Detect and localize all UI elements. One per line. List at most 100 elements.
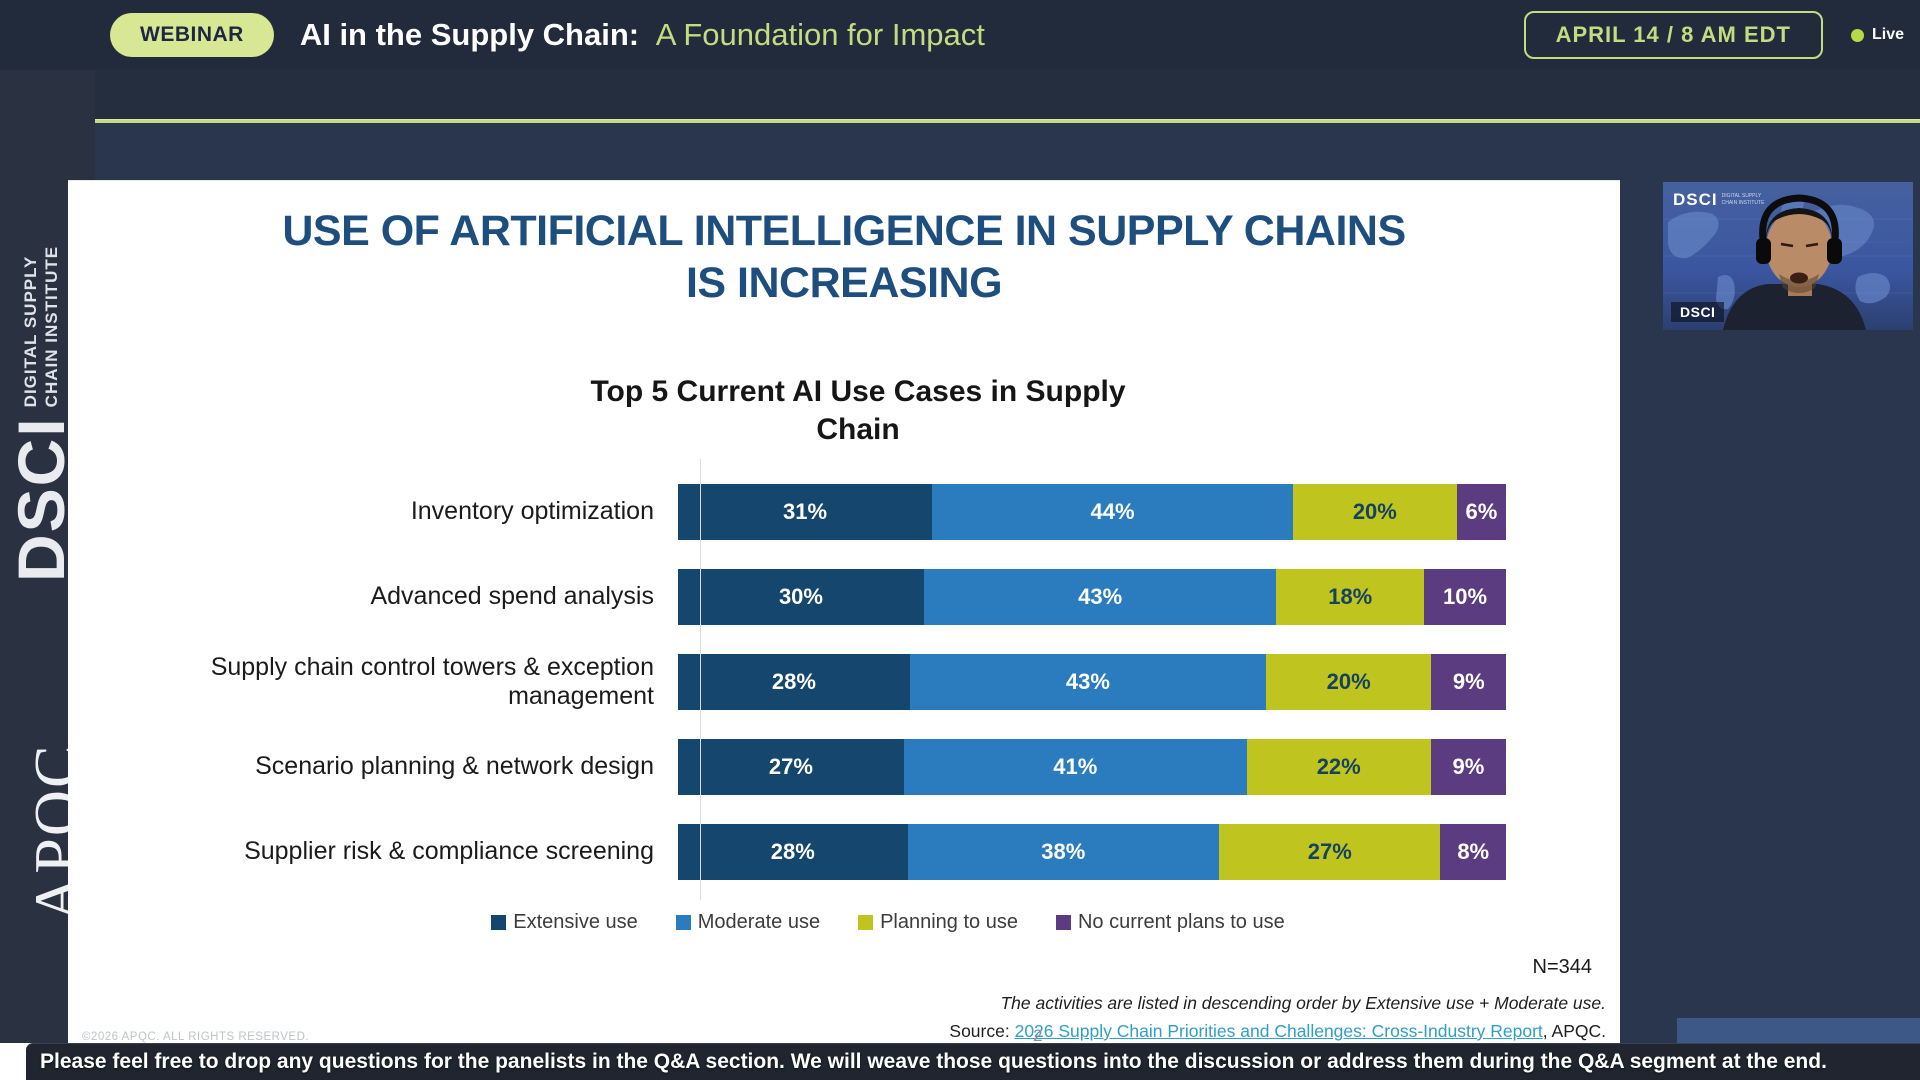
webinar-title-main: AI in the Supply Chain: [299, 17, 640, 52]
stacked-bar: 28% 38% 27% 8% [678, 823, 1506, 880]
bar-value-label: 18% [1328, 583, 1373, 609]
live-indicator: Live [1850, 26, 1904, 44]
chart-row: Scenario planning & network design 27% 41%… [188, 724, 1506, 809]
bar-value-label: 9% [1452, 753, 1485, 779]
bar-segment-planning-to-use: 27% [1219, 823, 1441, 880]
legend-swatch-icon [491, 915, 507, 930]
legend-item: No current plans to use [1055, 911, 1285, 934]
legend-label: Planning to use [880, 911, 1018, 933]
stacked-bar: 28% 43% 20% 9% [678, 653, 1506, 710]
presenter-figure [1723, 194, 1866, 330]
category-label: Supply chain control towers & exception … [210, 652, 654, 710]
stacked-bar: 31% 44% 20% 6% [678, 483, 1506, 540]
bar-segment-moderate-use: 41% [903, 738, 1247, 795]
presenter-webcam-video[interactable]: DSCI DIGITAL SUPPLY CHAIN INSTITUTE DSCI [1663, 182, 1913, 330]
chart-row: Advanced spend analysis 30% 43% 18% 10% [188, 554, 1506, 639]
legend-item: Extensive use [491, 911, 638, 934]
legend-item: Moderate use [675, 911, 821, 934]
legend-label: Moderate use [697, 911, 821, 933]
chart-legend: Extensive use Moderate use Planning to use… [398, 911, 1378, 934]
webinar-title: AI in the Supply Chain: A Foundation for… [300, 17, 985, 53]
slide-title: USE OF ARTIFICIAL INTELLIGENCE IN SUPPLY… [68, 205, 1620, 310]
copyright-notice: ©2026 APQC. ALL RIGHTS RESERVED. [82, 1031, 310, 1043]
category-label: Inventory optimization [410, 497, 654, 526]
bar-value-label: 8% [1457, 838, 1490, 864]
dsci-logo-text: DSCI [4, 416, 78, 582]
stacked-bar: 27% 41% 22% 9% [678, 738, 1506, 795]
bar-segment-planning-to-use: 22% [1246, 738, 1431, 795]
bar-value-label: 20% [1326, 668, 1371, 694]
bar-segment-moderate-use: 38% [907, 823, 1220, 880]
dsci-logo-subtext: DIGITAL SUPPLY CHAIN INSTITUTE [21, 245, 62, 408]
bar-value-label: 6% [1465, 498, 1498, 524]
source-suffix: , APQC. [1542, 1021, 1606, 1041]
webcam-dsci-logo: DSCI DIGITAL SUPPLY CHAIN INSTITUTE [1673, 190, 1765, 209]
bar-segment-planning-to-use: 18% [1276, 568, 1425, 625]
stacked-bar-chart: Inventory optimization 31% 44% 20% 6% Advance… [188, 459, 1506, 900]
presenter-name-label: DSCI [1671, 302, 1725, 322]
bar-segment-no-current-plans-to-use: 8% [1440, 823, 1506, 880]
dsci-vertical-logo: DSCI DIGITAL SUPPLY CHAIN INSTITUTE [4, 245, 78, 582]
bar-value-label: 10% [1442, 583, 1488, 609]
slide-page-number: 2 [1033, 1026, 1043, 1045]
qa-announcement-bar: Please feel free to drop any questions f… [26, 1043, 1920, 1080]
bar-value-label: 27% [768, 753, 813, 779]
legend-label: Extensive use [513, 911, 638, 933]
bar-segment-extensive-use: 28% [678, 653, 910, 710]
side-panel-edge [1677, 1018, 1920, 1043]
bar-value-label: 41% [1053, 753, 1098, 779]
stacked-bar: 30% 43% 18% 10% [678, 568, 1506, 625]
legend-swatch-icon [675, 915, 691, 930]
date-badge: APRIL 14 / 8 AM EDT [1523, 11, 1823, 59]
bar-value-label: 27% [1307, 838, 1352, 864]
live-dot-icon [1850, 28, 1864, 42]
bar-segment-extensive-use: 31% [678, 483, 933, 540]
bar-segment-planning-to-use: 20% [1292, 483, 1457, 540]
bar-value-label: 9% [1452, 668, 1485, 694]
header-bar: WEBINAR AI in the Supply Chain: A Founda… [0, 0, 1920, 70]
green-divider-line [95, 119, 1920, 123]
bar-segment-moderate-use: 43% [923, 568, 1277, 625]
webinar-badge: WEBINAR [110, 13, 274, 57]
category-label: Advanced spend analysis [370, 582, 654, 611]
live-label: Live [1871, 26, 1904, 43]
bar-segment-planning-to-use: 20% [1265, 653, 1432, 710]
webinar-title-accent: A Foundation for Impact [655, 17, 985, 52]
source-line: Source: 2026 Supply Chain Priorities and… [949, 1021, 1606, 1042]
top-band [0, 70, 1920, 120]
chart-row: Supply chain control towers & exception … [188, 639, 1506, 724]
chart-row: Inventory optimization 31% 44% 20% 6% [188, 469, 1506, 554]
bar-segment-no-current-plans-to-use: 6% [1456, 483, 1506, 540]
header-right: APRIL 14 / 8 AM EDT Live [1523, 0, 1904, 70]
presentation-slide: USE OF ARTIFICIAL INTELLIGENCE IN SUPPLY… [68, 180, 1620, 1045]
qa-announcement-text: Please feel free to drop any questions f… [40, 1050, 1827, 1073]
category-label: Supplier risk & compliance screening [244, 837, 654, 866]
slide-title-line1: USE OF ARTIFICIAL INTELLIGENCE IN SUPPLY… [282, 207, 1406, 255]
chart-title: Top 5 Current AI Use Cases in Supply Cha… [590, 375, 1126, 446]
legend-swatch-icon [1055, 915, 1071, 930]
bar-segment-no-current-plans-to-use: 9% [1430, 738, 1506, 795]
bar-segment-no-current-plans-to-use: 9% [1431, 653, 1506, 710]
legend-label: No current plans to use [1077, 911, 1285, 933]
bar-value-label: 38% [1041, 838, 1086, 864]
bar-value-label: 43% [1065, 668, 1110, 694]
bar-segment-moderate-use: 43% [909, 653, 1266, 710]
bar-value-label: 30% [778, 583, 823, 609]
legend-item: Planning to use [858, 911, 1018, 934]
webcam-scene [1663, 182, 1913, 330]
chart-row: Supplier risk & compliance screening 28% 3… [188, 809, 1506, 894]
source-report-link[interactable]: 2026 Supply Chain Priorities and Challen… [1014, 1021, 1543, 1041]
category-label: Scenario planning & network design [255, 752, 654, 781]
bar-value-label: 31% [783, 498, 828, 524]
legend-swatch-icon [858, 915, 874, 930]
bar-segment-extensive-use: 30% [678, 568, 924, 625]
bar-value-label: 28% [770, 838, 815, 864]
chart-footnote: The activities are listed in descending … [1000, 993, 1606, 1013]
bar-value-label: 44% [1090, 498, 1135, 524]
bar-value-label: 43% [1078, 583, 1123, 609]
bar-value-label: 28% [771, 668, 816, 694]
bar-value-label: 20% [1352, 498, 1397, 524]
bar-segment-extensive-use: 27% [678, 738, 904, 795]
bar-value-label: 22% [1316, 753, 1361, 779]
slide-title-line2: IS INCREASING [685, 259, 1003, 308]
